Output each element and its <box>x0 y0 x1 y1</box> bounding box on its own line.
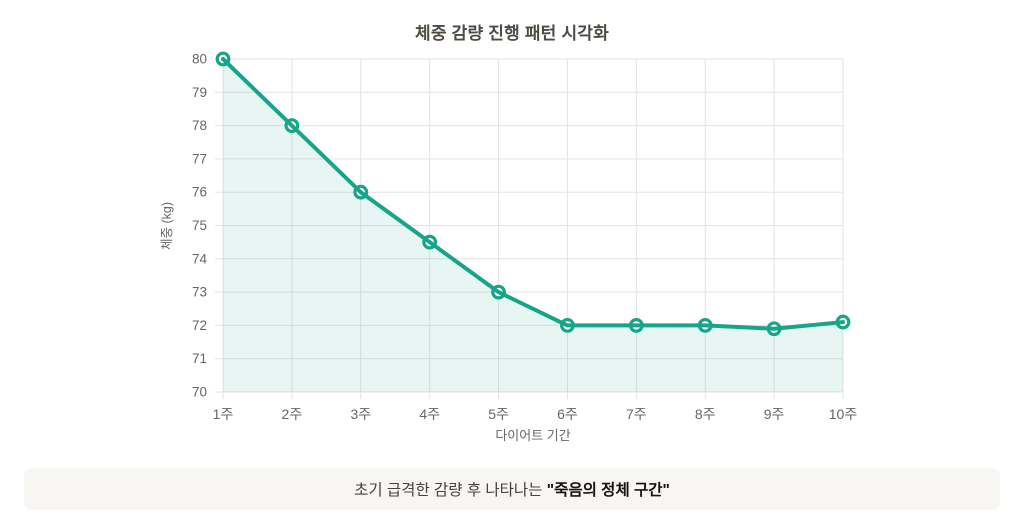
y-tick-label: 72 <box>192 318 207 333</box>
y-axis-title: 체중 (kg) <box>160 202 174 250</box>
x-tick-label: 6주 <box>557 406 578 422</box>
x-tick-label: 3주 <box>350 406 371 422</box>
series-area-fill <box>223 59 843 392</box>
y-tick-label: 73 <box>192 285 207 300</box>
y-tick-label: 78 <box>192 118 207 133</box>
y-tick-label: 75 <box>192 218 207 233</box>
y-tick-label: 76 <box>192 185 207 200</box>
y-tick-label: 70 <box>192 385 207 400</box>
x-axis-title: 다이어트 기간 <box>495 428 570 443</box>
y-tick-label: 80 <box>192 52 207 67</box>
caption-text-emphasis: "죽음의 정체 구간" <box>546 482 670 499</box>
x-tick-label: 8주 <box>695 406 716 422</box>
caption-text: 초기 급격한 감량 후 나타나는 <box>354 482 547 499</box>
x-tick-label: 10주 <box>829 406 858 422</box>
y-tick-label: 71 <box>192 351 207 366</box>
x-tick-label: 1주 <box>213 406 234 422</box>
x-tick-label: 9주 <box>764 406 785 422</box>
y-tick-label: 77 <box>192 151 207 166</box>
weight-line-chart: 70 71 72 73 74 75 76 77 78 79 80 1주 2주 3주 4주 5주 6주 7주 8주 9주… <box>160 52 858 444</box>
y-tick-label: 79 <box>192 85 207 100</box>
series-line <box>221 57 845 331</box>
caption-bar: 초기 급격한 감량 후 나타나는 "죽음의 정체 구간" <box>24 468 1000 510</box>
x-tick-label: 2주 <box>282 406 303 422</box>
y-tick-label: 74 <box>192 251 208 266</box>
chart-title: 체중 감량 진행 패턴 시각화 <box>415 24 609 43</box>
x-tick-label: 4주 <box>419 406 440 422</box>
x-tick-label: 5주 <box>488 406 509 422</box>
x-tick-label: 7주 <box>626 406 647 422</box>
